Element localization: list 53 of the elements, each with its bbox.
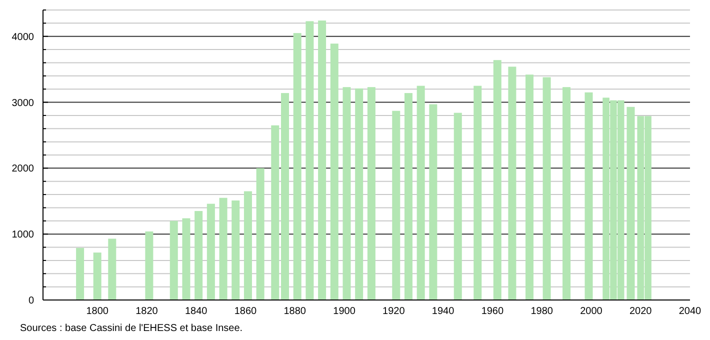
bar xyxy=(584,92,593,300)
bar xyxy=(342,87,351,300)
bar xyxy=(182,218,190,300)
bar xyxy=(542,77,551,300)
x-tick-label: 1900 xyxy=(333,306,356,317)
bar xyxy=(493,60,502,300)
bar xyxy=(293,33,302,300)
bar xyxy=(194,211,203,300)
bar xyxy=(244,191,252,300)
bar xyxy=(562,87,571,300)
x-tick-label: 2000 xyxy=(580,306,603,317)
bar xyxy=(108,238,116,300)
bar xyxy=(271,125,280,300)
bar xyxy=(454,112,462,300)
bar xyxy=(429,104,438,300)
x-tick-label: 1940 xyxy=(432,306,455,317)
bar xyxy=(355,88,364,300)
y-tick-label: 0 xyxy=(28,296,34,306)
bar xyxy=(474,86,482,300)
bar xyxy=(219,198,228,300)
bar xyxy=(318,20,326,300)
source-note: Sources : base Cassini de l'EHESS et base Insee. xyxy=(20,323,243,334)
bar xyxy=(392,110,400,300)
x-tick-label: 1960 xyxy=(481,306,504,317)
bar xyxy=(206,204,215,300)
y-tick-label: 2000 xyxy=(12,164,34,175)
x-tick-label: 1840 xyxy=(184,306,208,317)
bar xyxy=(508,66,516,300)
bar xyxy=(232,200,240,300)
bar xyxy=(256,168,264,300)
bar xyxy=(626,106,635,300)
bar xyxy=(416,86,425,300)
bar xyxy=(170,220,178,300)
bar xyxy=(404,93,412,300)
bar xyxy=(145,231,154,300)
x-tick-label: 1980 xyxy=(530,306,554,317)
bar xyxy=(367,87,376,300)
y-tick-label: 4000 xyxy=(12,32,34,43)
x-tick-label: 1820 xyxy=(136,306,158,317)
x-tick-label: 2040 xyxy=(678,306,702,317)
bar xyxy=(525,74,534,300)
x-tick-label: 1800 xyxy=(86,306,109,317)
bar xyxy=(76,248,84,300)
bar xyxy=(306,21,314,300)
x-tick-label: 1860 xyxy=(234,306,258,317)
y-tick-label: 3000 xyxy=(12,98,34,109)
x-tick-label: 2020 xyxy=(629,306,652,317)
bar xyxy=(330,44,338,300)
y-tick-label: 1000 xyxy=(12,230,34,241)
bar xyxy=(281,93,290,300)
x-tick-label: 1920 xyxy=(382,306,406,317)
bar xyxy=(93,252,102,300)
x-tick-label: 1880 xyxy=(284,306,306,317)
